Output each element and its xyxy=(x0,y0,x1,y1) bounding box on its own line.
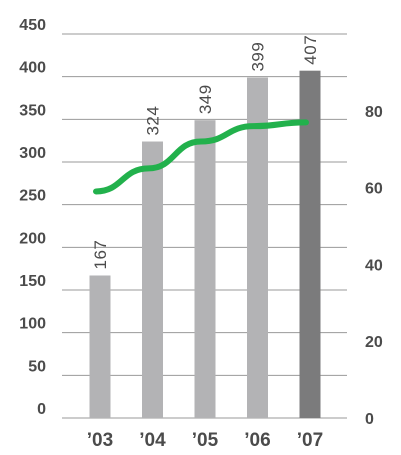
y-tick-label: 0 xyxy=(37,401,46,418)
bar-value-label: 407 xyxy=(301,35,320,65)
bar-value-labels: 167 324 349 399 407 xyxy=(91,35,320,270)
bar-value-label: 399 xyxy=(249,42,268,72)
line-series xyxy=(93,119,309,195)
y-tick-label: 50 xyxy=(28,358,46,375)
x-tick-label: ’06 xyxy=(244,430,270,451)
bars xyxy=(89,70,321,419)
bar-value-label: 349 xyxy=(196,84,215,114)
x-axis: ’03 ’04 ’05 ’06 ’07 xyxy=(87,430,323,451)
y-tick-label: 200 xyxy=(19,230,46,247)
y-tick-label: 350 xyxy=(19,102,46,119)
bar-value-label: 324 xyxy=(144,106,163,136)
y2-tick-label: 0 xyxy=(365,411,374,428)
y-tick-label: 150 xyxy=(19,273,46,290)
bar xyxy=(89,275,111,418)
y-axis-left: 0 50 100 150 200 250 300 350 400 450 xyxy=(19,17,46,418)
line-series-path xyxy=(93,119,309,195)
y-tick-label: 400 xyxy=(19,60,46,77)
bar xyxy=(194,120,216,418)
x-tick-label: ’04 xyxy=(139,430,166,451)
x-tick-label: ’05 xyxy=(192,430,219,451)
bar-value-label: 167 xyxy=(91,240,110,270)
y2-tick-label: 80 xyxy=(365,104,383,121)
y-tick-label: 100 xyxy=(19,316,46,333)
y-tick-label: 450 xyxy=(19,17,46,34)
x-tick-label: ’07 xyxy=(297,430,323,451)
y2-tick-label: 20 xyxy=(365,334,383,351)
bar xyxy=(299,70,321,419)
y2-tick-label: 40 xyxy=(365,257,383,274)
y-tick-label: 300 xyxy=(19,145,46,162)
bar xyxy=(247,77,268,419)
y-tick-label: 250 xyxy=(19,188,46,205)
x-tick-label: ’03 xyxy=(87,430,113,451)
y2-tick-label: 60 xyxy=(365,181,383,198)
y-axis-right: 0 20 40 60 80 xyxy=(365,104,383,428)
bar xyxy=(142,141,163,418)
